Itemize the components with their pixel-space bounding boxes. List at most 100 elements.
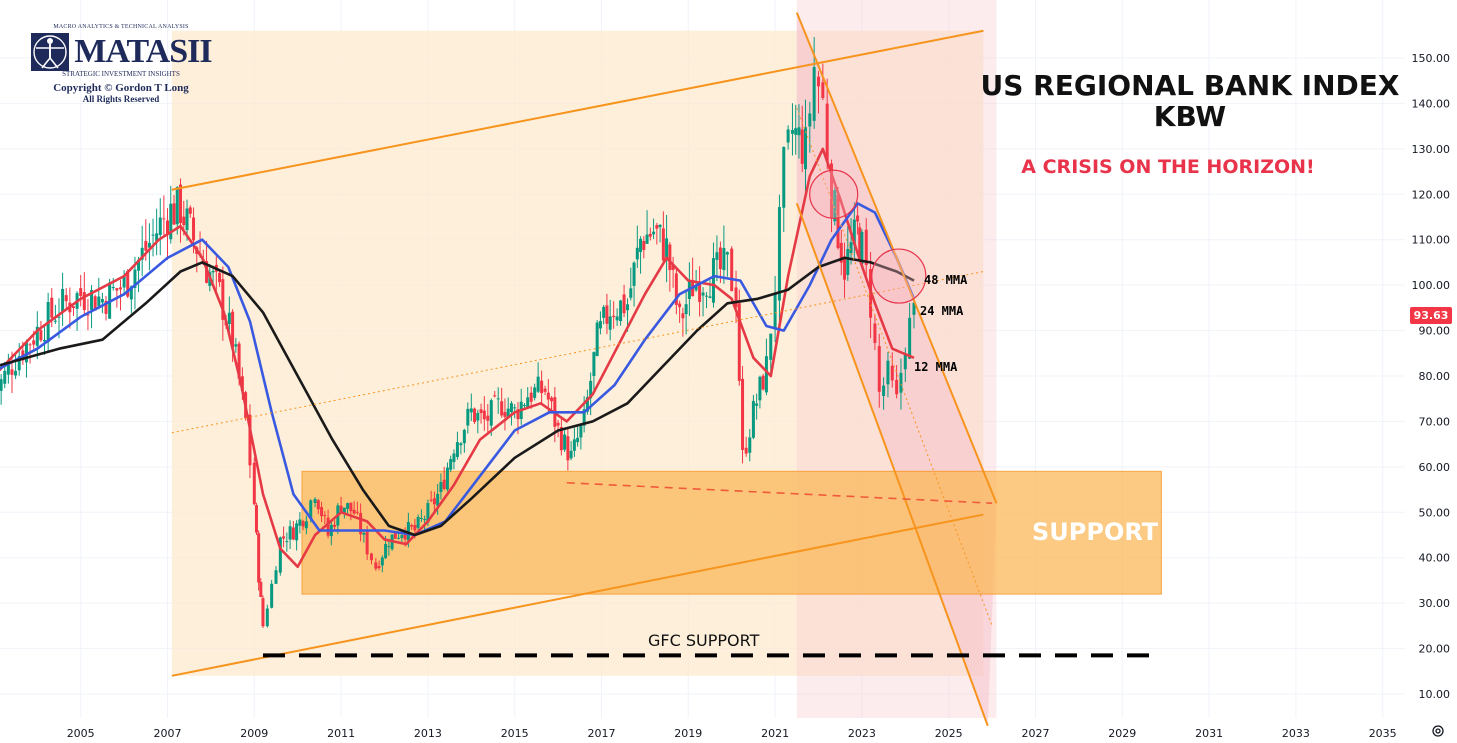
candle-body — [61, 288, 65, 313]
logo-name: MATASII — [74, 33, 212, 70]
candle-body — [612, 315, 616, 318]
candle-body — [681, 313, 685, 319]
candle-body — [426, 503, 430, 523]
candle-body — [35, 326, 39, 346]
y-tick-label: 40.00 — [1419, 552, 1451, 565]
candle-body — [274, 570, 278, 584]
candle-body — [254, 505, 258, 533]
logo-copyright: Copyright © Gordon T Long — [53, 82, 189, 94]
candle-body — [234, 344, 238, 347]
candle-body — [323, 515, 327, 517]
candle-body — [462, 429, 466, 444]
candle-body — [211, 271, 215, 273]
candle-body — [93, 296, 97, 311]
candle-body — [369, 553, 373, 561]
candle-body — [162, 218, 166, 220]
candle-body — [825, 103, 829, 161]
candle-body — [64, 295, 68, 302]
candle-body — [632, 262, 636, 286]
candle-body — [903, 354, 907, 370]
candle-body — [569, 450, 573, 459]
candle-body — [576, 437, 580, 443]
candle-body — [708, 296, 712, 298]
candle-body — [830, 163, 834, 218]
logo-tagline: STRATEGIC INVESTMENT INSIGHTS — [62, 70, 180, 78]
candle-body — [86, 314, 90, 316]
candle-body — [257, 533, 261, 583]
x-axis: 3200520072009201120132015201720192021202… — [67, 727, 1397, 740]
candle-body — [843, 256, 847, 280]
candle-body — [503, 412, 507, 417]
candle-body — [100, 299, 104, 303]
x-tick-label: 2029 — [1108, 727, 1136, 740]
candle-body — [104, 300, 108, 314]
candle-body — [579, 424, 583, 438]
candle-body — [755, 403, 759, 406]
candle-body — [133, 269, 137, 288]
chart-subtitle: A CRISIS ON THE HORIZON! — [1021, 156, 1315, 178]
gfc-support-label: GFC SUPPORT — [648, 631, 760, 650]
candle-body — [50, 297, 54, 318]
candle-body — [155, 233, 159, 242]
candle-body — [486, 415, 490, 421]
candle-body — [393, 531, 397, 539]
candle-body — [718, 247, 722, 270]
candle-body — [582, 409, 586, 426]
candle-body — [179, 184, 183, 224]
candle-body — [794, 128, 798, 135]
candle-body — [122, 276, 126, 288]
candle-body — [506, 408, 510, 417]
candle-body — [684, 304, 688, 315]
candle-body — [387, 546, 391, 548]
ma-line-48 — [0, 256, 915, 537]
candle-body — [522, 405, 526, 407]
candle-body — [860, 231, 864, 265]
y-tick-label: 150.00 — [1412, 52, 1451, 65]
candle-body — [595, 322, 599, 356]
candle-body — [701, 292, 705, 296]
candle-body — [455, 442, 459, 458]
candle-body — [79, 288, 83, 296]
candle-body — [598, 321, 602, 329]
candle-body — [298, 519, 302, 526]
support-dashed-line — [566, 481, 993, 504]
candle-body — [452, 453, 456, 463]
candle-body — [715, 252, 719, 260]
candle-body — [559, 427, 563, 451]
candle-body — [741, 378, 745, 450]
candle-body — [129, 286, 133, 300]
candle-body — [90, 290, 94, 310]
settings-gear-icon[interactable] — [1431, 724, 1445, 738]
candle-body — [261, 598, 265, 627]
candle-body — [374, 562, 378, 569]
candle-body — [227, 312, 231, 324]
candle-body — [773, 294, 777, 330]
candle-body — [313, 498, 317, 503]
y-tick-label: 110.00 — [1412, 234, 1451, 247]
candle-body — [817, 76, 820, 87]
candle-body — [445, 467, 449, 490]
y-tick-label: 20.00 — [1419, 643, 1451, 656]
candle-body — [473, 408, 477, 422]
candle-body — [849, 242, 853, 254]
chart-title-line1: US REGIONAL BANK INDEX — [980, 69, 1400, 102]
candle-body — [482, 410, 486, 420]
candle-body — [185, 208, 189, 231]
candle-body — [694, 284, 698, 291]
candle-body — [737, 303, 741, 381]
candle-body — [301, 521, 305, 527]
candle-body — [674, 273, 678, 305]
candle-body — [645, 234, 649, 244]
candle-body — [410, 525, 414, 527]
candle-body — [442, 479, 446, 489]
candle-body — [265, 608, 269, 627]
x-tick-label: 2009 — [240, 727, 268, 740]
candle-body — [32, 340, 36, 345]
candle-body — [705, 295, 709, 297]
candle-body — [605, 305, 609, 324]
candle-body — [118, 287, 122, 290]
candle-body — [592, 352, 596, 376]
candle-body — [496, 398, 500, 400]
candle-body — [748, 437, 752, 453]
candle-body — [432, 498, 436, 505]
